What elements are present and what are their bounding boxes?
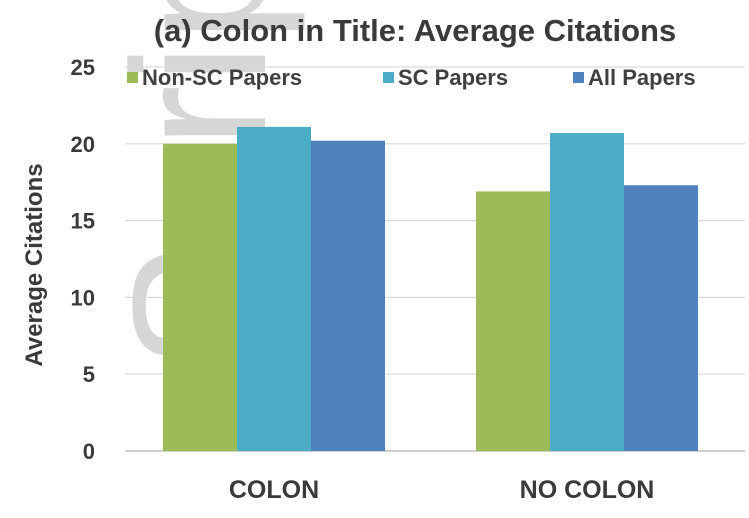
legend: Non-SC Papers SC Papers All Papers [127,65,696,90]
bar [476,191,550,451]
bar [624,185,698,451]
legend-swatch [127,72,138,83]
y-axis-ticks: 0 5 10 15 20 25 [71,55,95,464]
bar [311,140,385,451]
chart-title: (a) Colon in Title: Average Citations [154,13,676,48]
bar [237,126,311,452]
bars [163,126,698,452]
x-category-label: COLON [229,476,319,504]
y-tick-label: 0 [83,439,95,464]
y-tick-label: 25 [71,55,95,80]
y-axis-label: Average Citations [21,163,48,366]
y-tick-label: 5 [83,362,95,387]
bar [163,143,237,452]
x-axis-categories: COLON NO COLON [229,476,655,504]
bar [550,133,624,451]
legend-swatch [383,72,394,83]
legend-swatch [573,72,584,83]
x-category-label: NO COLON [520,476,655,504]
y-tick-label: 10 [71,285,95,310]
y-tick-label: 15 [71,209,95,234]
legend-label: SC Papers [398,65,508,90]
legend-label: Non-SC Papers [142,65,302,90]
y-tick-label: 20 [71,132,95,157]
legend-label: All Papers [588,65,696,90]
